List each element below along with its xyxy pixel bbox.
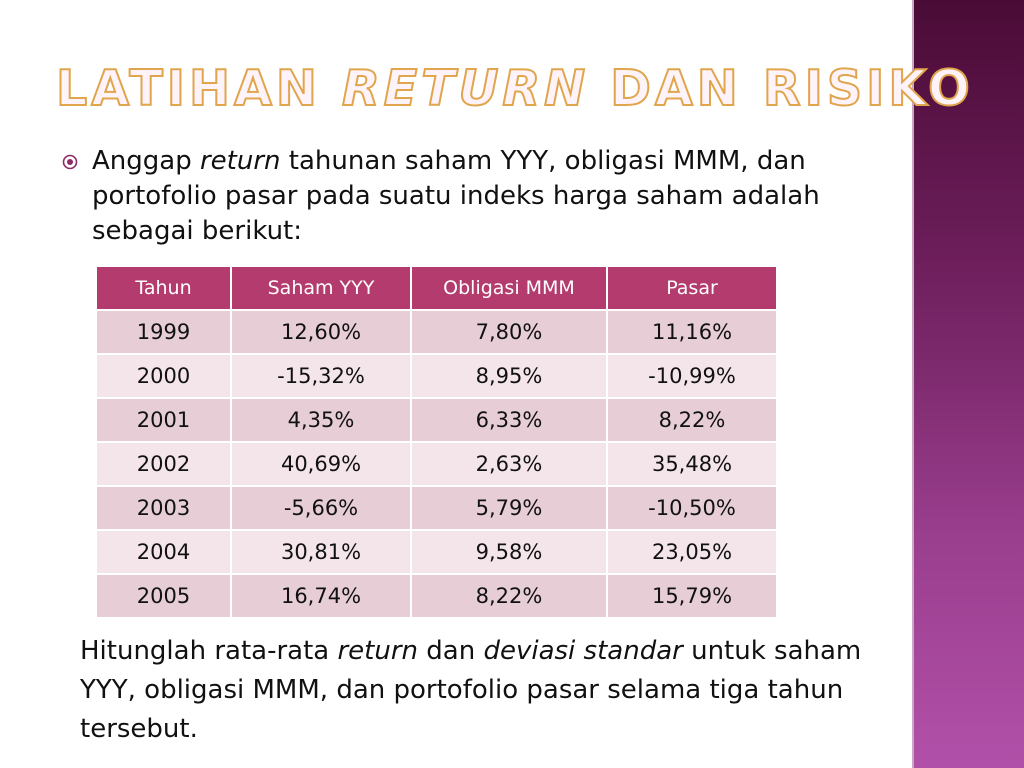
slide-title: Latihan return dan risiko: [55, 56, 971, 122]
decorative-side-band: [912, 0, 1024, 768]
header-tahun: Tahun: [95, 265, 232, 311]
cell-year: 2004: [95, 529, 232, 575]
cell-obligasi-mmm: 8,95%: [410, 353, 608, 399]
cell-pasar: 23,05%: [606, 529, 778, 575]
cell-obligasi-mmm: 2,63%: [410, 441, 608, 487]
cell-obligasi-mmm: 5,79%: [410, 485, 608, 531]
cell-year: 1999: [95, 309, 232, 355]
bullet-text-rest: tahunan saham YYY, obligasi MMM, dan por…: [92, 146, 820, 246]
table-row: 1999 12,60% 7,80% 11,16%: [95, 309, 778, 355]
title-part-italic: return: [341, 59, 590, 118]
bullet-text-start: Anggap: [92, 146, 200, 176]
table-row: 2002 40,69% 2,63% 35,48%: [95, 441, 778, 487]
cell-pasar: -10,99%: [606, 353, 778, 399]
instruction-italic-return: return: [337, 636, 419, 666]
cell-year: 2005: [95, 573, 232, 619]
cell-saham-yyy: 40,69%: [230, 441, 412, 487]
title-part-3: dan risiko: [589, 59, 974, 118]
cell-pasar: 11,16%: [606, 309, 778, 355]
circle-bullet-icon: [62, 154, 78, 170]
table-header-row: Tahun Saham YYY Obligasi MMM Pasar: [95, 265, 778, 311]
cell-pasar: -10,50%: [606, 485, 778, 531]
cell-pasar: 15,79%: [606, 573, 778, 619]
cell-saham-yyy: 16,74%: [230, 573, 412, 619]
cell-year: 2001: [95, 397, 232, 443]
header-obligasi-mmm: Obligasi MMM: [410, 265, 608, 311]
bullet-text-italic: return: [199, 146, 281, 176]
cell-pasar: 8,22%: [606, 397, 778, 443]
cell-year: 2003: [95, 485, 232, 531]
table-row: 2000 -15,32% 8,95% -10,99%: [95, 353, 778, 399]
cell-year: 2002: [95, 441, 232, 487]
cell-obligasi-mmm: 8,22%: [410, 573, 608, 619]
title-part-1: Latihan: [55, 59, 342, 118]
table-row: 2001 4,35% 6,33% 8,22%: [95, 397, 778, 443]
instruction-part-1: Hitunglah rata-rata: [80, 636, 338, 666]
cell-obligasi-mmm: 7,80%: [410, 309, 608, 355]
table-row: 2003 -5,66% 5,79% -10,50%: [95, 485, 778, 531]
cell-saham-yyy: 12,60%: [230, 309, 412, 355]
cell-year: 2000: [95, 353, 232, 399]
cell-saham-yyy: -15,32%: [230, 353, 412, 399]
cell-saham-yyy: 30,81%: [230, 529, 412, 575]
cell-pasar: 35,48%: [606, 441, 778, 487]
instruction-part-5: untuk saham YYY, obligasi MMM, dan porto…: [80, 636, 862, 744]
table-row: 2005 16,74% 8,22% 15,79%: [95, 573, 778, 619]
header-pasar: Pasar: [606, 265, 778, 311]
table-row: 2004 30,81% 9,58% 23,05%: [95, 529, 778, 575]
header-saham-yyy: Saham YYY: [230, 265, 412, 311]
instruction-part-3: dan: [418, 636, 484, 666]
instruction-italic-deviasi: deviasi standar: [483, 636, 683, 666]
returns-table: Tahun Saham YYY Obligasi MMM Pasar 1999 …: [95, 265, 778, 619]
cell-saham-yyy: 4,35%: [230, 397, 412, 443]
exercise-instruction: Hitunglah rata-rata return dan deviasi s…: [80, 632, 905, 749]
cell-saham-yyy: -5,66%: [230, 485, 412, 531]
bullet-text: Anggap return tahunan saham YYY, obligas…: [92, 144, 897, 249]
cell-obligasi-mmm: 9,58%: [410, 529, 608, 575]
cell-obligasi-mmm: 6,33%: [410, 397, 608, 443]
